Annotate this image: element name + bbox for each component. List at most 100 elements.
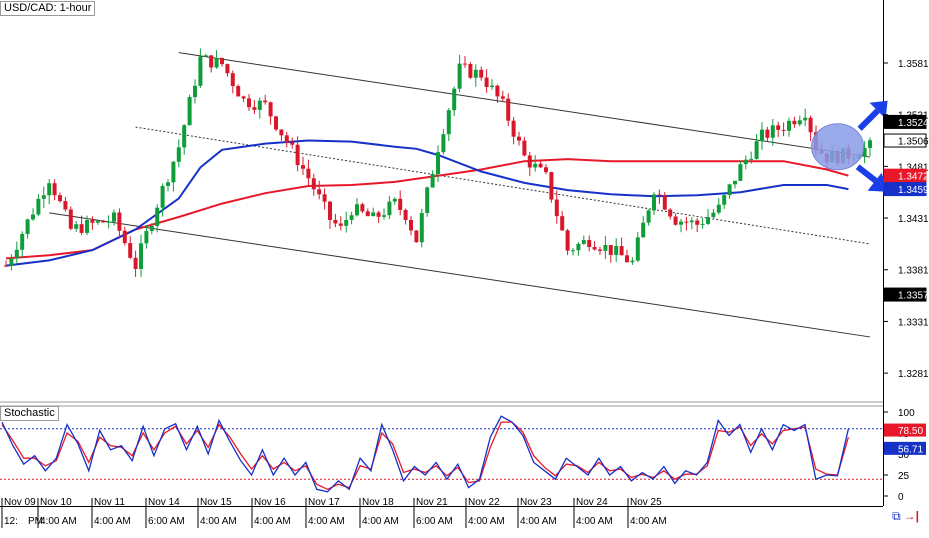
candle-body (349, 215, 354, 220)
candle-body (95, 220, 100, 223)
price-label: 1.3459 (898, 185, 929, 196)
candle-body (495, 85, 500, 97)
candle-body (776, 125, 781, 130)
candle-body (457, 63, 462, 89)
candle-body (355, 204, 359, 216)
candle-body (716, 204, 721, 213)
candle-body (571, 250, 575, 252)
price-label: 1.3472 (898, 172, 929, 183)
sync-icon[interactable]: ⧉ (892, 509, 901, 523)
time-label: 6:00 AM (416, 516, 453, 527)
stoch-d-line (1, 421, 850, 491)
candle-body (176, 147, 181, 162)
candle-body (241, 96, 246, 99)
date-label: Nov 09 (4, 497, 36, 508)
channel-middle-line (135, 126, 871, 245)
candle-body (722, 195, 727, 205)
candle-body (220, 57, 224, 65)
candle-body (128, 243, 133, 258)
candle-body (587, 240, 592, 248)
candle-body (209, 55, 214, 68)
candle-body (797, 120, 802, 125)
candle-body (182, 125, 187, 148)
candle-body (149, 225, 154, 232)
candle-body (139, 243, 143, 269)
price-tick-label: 1.3381 (898, 266, 929, 277)
price-channel (49, 52, 871, 338)
price-label-box (883, 287, 927, 302)
time-label: 4:00 AM (468, 516, 505, 527)
candle-body (85, 219, 89, 233)
date-label: Nov 11 (94, 497, 125, 508)
candle-body (306, 168, 311, 179)
candle-body (398, 198, 403, 210)
time-label: 4:00 AM (362, 516, 399, 527)
candle-body (554, 199, 559, 217)
candle-body (68, 209, 73, 229)
candle-body (171, 161, 176, 183)
candle-body (803, 117, 808, 121)
candle-body (25, 219, 30, 234)
candle-body (490, 85, 494, 88)
date-label: Nov 15 (200, 497, 232, 508)
candle-body (598, 249, 602, 251)
candle-body (635, 237, 640, 261)
candle-body (549, 172, 554, 200)
candle-body (738, 164, 743, 181)
price-tick-label: 1.3431 (898, 214, 929, 225)
stoch-tick-label: 25 (898, 471, 910, 482)
candle-body (479, 69, 484, 78)
candle-body (463, 63, 467, 65)
candle-body (14, 249, 19, 259)
candle-body (382, 215, 386, 217)
date-label: Nov 18 (362, 497, 394, 508)
candle-body (565, 230, 570, 251)
date-label: Nov 23 (520, 497, 552, 508)
candle-body (760, 129, 764, 142)
candle-body (311, 178, 316, 190)
price-label: 1.3506 (898, 137, 929, 148)
candle-body (112, 212, 116, 222)
candles (4, 48, 872, 277)
candle-body (781, 129, 786, 131)
candle-body (155, 207, 160, 226)
candle-body (9, 258, 14, 266)
stoch-tick-label: 0 (898, 492, 904, 503)
price-tick-label: 1.3331 (898, 317, 929, 328)
time-label: 12: (4, 516, 18, 527)
candle-body (668, 209, 673, 217)
candle-body (414, 230, 419, 243)
candle-body (257, 100, 262, 110)
time-label: 6:00 AM (148, 516, 185, 527)
candle-body (506, 98, 511, 121)
candle-body (268, 102, 273, 117)
annotations (811, 100, 888, 192)
candle-body (576, 243, 581, 251)
date-label: Nov 21 (416, 497, 448, 508)
candle-body (365, 211, 370, 217)
candle-body (652, 194, 656, 211)
candle-body (436, 152, 440, 174)
candle-body (225, 64, 230, 74)
arrow-up-shaft (857, 108, 880, 131)
chart-title: USD/CAD: 1-hour (0, 1, 96, 16)
date-label: Nov 10 (40, 497, 72, 508)
candle-body (657, 194, 662, 196)
candle-body (160, 185, 165, 208)
price-label-box (883, 114, 927, 129)
stoch-value-box (884, 441, 926, 455)
candle-body (500, 96, 505, 99)
candle-body (31, 214, 35, 220)
candle-body (122, 230, 127, 244)
stochastic-title: Stochastic (0, 406, 59, 421)
time-label: PM (28, 516, 43, 527)
candle-body (592, 247, 597, 250)
candle-body (468, 64, 473, 78)
time-label: 4:00 AM (630, 516, 667, 527)
collapse-arrows-icon[interactable]: →| (903, 509, 919, 523)
date-label: Nov 16 (254, 497, 286, 508)
time-label: 4:00 AM (200, 516, 237, 527)
arrow-down-head (867, 172, 888, 192)
